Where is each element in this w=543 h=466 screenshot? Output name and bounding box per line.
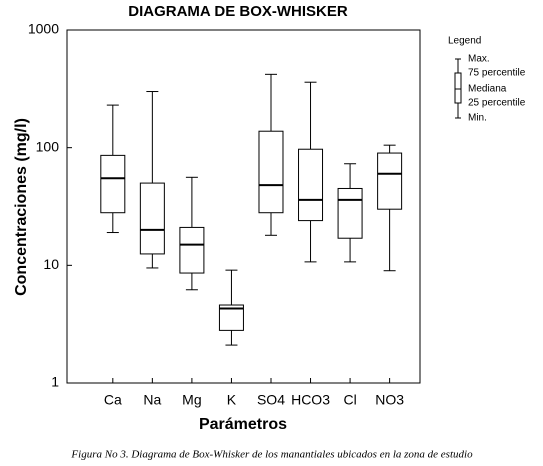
x-tick-label: Na — [143, 392, 161, 408]
y-tick-label: 10 — [43, 256, 59, 272]
x-tick-label: Ca — [104, 392, 122, 408]
legend-label: 25 percentile — [468, 98, 526, 109]
x-tick-label: Cl — [343, 392, 356, 408]
plot-frame — [66, 29, 421, 384]
x-tick-label: NO3 — [375, 392, 404, 408]
legend-label: Min. — [468, 113, 487, 124]
legend-title: Legend — [448, 36, 481, 47]
legend-symbol — [454, 58, 462, 119]
box — [100, 154, 126, 214]
caption: Figura No 3. Diagrama de Box-Whisker de … — [70, 449, 473, 461]
box — [218, 304, 244, 331]
x-tick-label: HCO3 — [291, 392, 330, 408]
box — [258, 130, 284, 214]
legend-label: Mediana — [468, 84, 507, 95]
y-tick-label: 1000 — [28, 21, 59, 37]
x-axis-label: Parámetros — [199, 416, 287, 433]
box — [139, 182, 165, 255]
box — [179, 226, 205, 274]
box — [377, 152, 403, 210]
legend-label: Max. — [468, 54, 490, 65]
x-tick-label: Mg — [182, 392, 201, 408]
x-tick-label: K — [227, 392, 237, 408]
y-axis-label: Concentraciones (mg/l) — [13, 118, 30, 296]
box — [337, 187, 363, 239]
chart-title: DIAGRAMA DE BOX-WHISKER — [128, 3, 348, 20]
box — [298, 148, 324, 222]
x-tick-label: SO4 — [257, 392, 285, 408]
legend-label: 75 percentile — [468, 68, 526, 79]
y-tick-label: 1 — [51, 374, 59, 390]
y-tick-label: 100 — [36, 138, 60, 154]
